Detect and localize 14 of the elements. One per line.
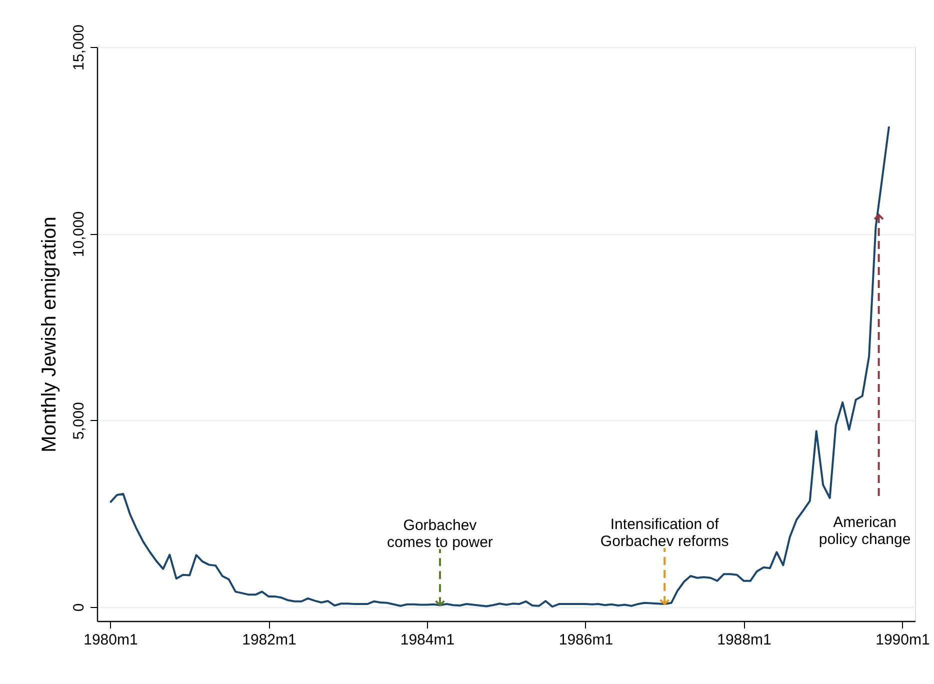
x-tick-label: 1982m1 [242, 632, 296, 648]
annotation: American policy change [818, 514, 911, 548]
y-axis-title: Monthly Jewish emigration [38, 216, 60, 452]
x-tick-label: 1986m1 [558, 632, 614, 648]
y-tick-label: 0 [70, 603, 88, 612]
x-tick-label: 1990m1 [876, 632, 930, 648]
annotation: Intensification of Gorbachev reforms [600, 516, 729, 550]
annotation: Gorbachev comes to power [387, 517, 493, 552]
y-tick-label: 10,000 [70, 211, 88, 258]
x-tick-label: 1988m1 [717, 632, 772, 648]
y-tick-label: 5,000 [70, 402, 88, 440]
x-tick-label: 1984m1 [400, 632, 455, 648]
x-tick-label: 1980m1 [84, 632, 138, 648]
y-tick-label: 15,000 [70, 24, 88, 70]
